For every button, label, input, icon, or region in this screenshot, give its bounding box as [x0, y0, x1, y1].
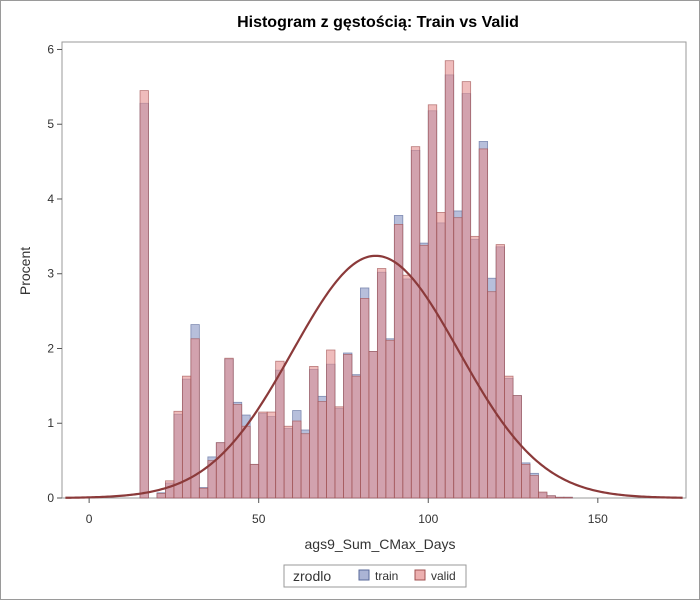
valid-bar — [266, 411, 277, 499]
valid-bar — [309, 366, 319, 499]
valid-bar — [470, 235, 480, 499]
valid-bar — [351, 375, 361, 499]
valid-bar — [156, 493, 166, 499]
valid-bar — [436, 212, 446, 499]
y-tick-label: 4 — [47, 192, 54, 206]
y-tick-label: 1 — [47, 416, 54, 430]
valid-bar — [224, 357, 234, 499]
valid-bar — [317, 401, 327, 499]
y-tick-label: 0 — [47, 491, 54, 505]
legend-swatch-train — [358, 569, 370, 581]
valid-bar — [478, 148, 489, 499]
valid-bar — [419, 244, 429, 499]
valid-bar — [402, 274, 412, 499]
valid-bar — [529, 475, 539, 499]
valid-bar — [215, 442, 226, 499]
x-tick-label: 50 — [252, 512, 266, 526]
chart-title: Histogram z gęstością: Train vs Valid — [237, 14, 519, 31]
valid-bar — [385, 339, 395, 499]
y-axis: 0 1 2 3 4 5 6 — [47, 42, 62, 505]
valid-bar — [444, 60, 455, 499]
x-axis-label: ags9_Sum_CMax_Days — [305, 536, 456, 552]
valid-bar — [139, 90, 149, 499]
valid-bar — [258, 411, 268, 499]
valid-bars — [139, 60, 573, 499]
valid-bar — [563, 496, 573, 499]
y-tick-label: 6 — [47, 42, 54, 56]
valid-bar — [504, 375, 514, 499]
legend-swatch-valid — [414, 569, 426, 581]
valid-bar — [546, 495, 556, 499]
x-axis: 0 50 100 150 — [86, 498, 608, 526]
valid-bar — [241, 425, 251, 499]
valid-bar — [249, 463, 260, 499]
valid-bar — [343, 354, 353, 499]
valid-bar — [165, 480, 175, 499]
valid-bar — [368, 351, 378, 499]
valid-bar — [190, 338, 200, 499]
valid-bar — [292, 420, 302, 499]
legend-label-train: train — [375, 569, 398, 583]
valid-bar — [453, 217, 463, 499]
valid-bar — [538, 491, 548, 499]
y-tick-label: 5 — [47, 117, 54, 131]
valid-bar — [495, 244, 505, 499]
valid-bar — [275, 360, 285, 499]
valid-bar — [360, 298, 370, 499]
y-tick-label: 2 — [47, 341, 54, 355]
x-tick-label: 150 — [588, 512, 608, 526]
valid-bar — [410, 146, 421, 499]
density-curve — [65, 254, 683, 499]
y-axis-label: Procent — [17, 247, 33, 295]
valid-bar — [555, 496, 565, 499]
valid-bar — [198, 487, 209, 499]
plot-area — [61, 41, 687, 499]
valid-bar — [376, 268, 387, 499]
valid-bar — [283, 425, 294, 499]
y-tick-label: 3 — [47, 267, 54, 281]
x-tick-label: 0 — [86, 512, 93, 526]
valid-bar — [334, 406, 344, 499]
legend: zrodlo train valid — [283, 564, 467, 588]
x-tick-label: 100 — [418, 512, 438, 526]
valid-bar — [487, 291, 497, 499]
valid-bar — [521, 463, 531, 499]
valid-bar — [232, 404, 243, 499]
legend-title: zrodlo — [293, 568, 331, 584]
valid-bar — [512, 395, 522, 499]
valid-bar — [461, 81, 472, 499]
valid-bar — [326, 349, 336, 499]
legend-label-valid: valid — [431, 569, 456, 583]
valid-bar — [300, 433, 310, 499]
